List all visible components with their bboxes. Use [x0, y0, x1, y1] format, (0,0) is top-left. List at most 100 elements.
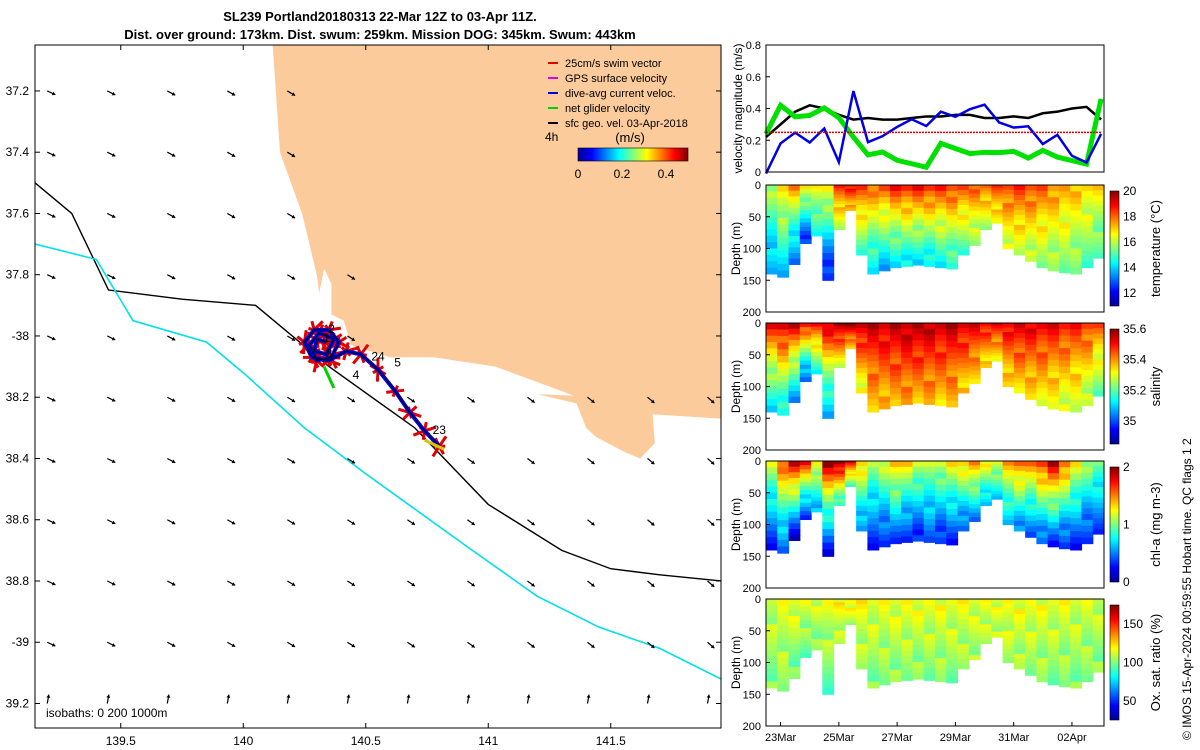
section-cell — [1036, 346, 1049, 354]
section-cell — [788, 512, 801, 519]
section-cell — [1025, 615, 1037, 622]
section-cell — [1047, 209, 1060, 217]
section-cell — [946, 538, 959, 546]
section-cell — [799, 193, 812, 199]
section-cell — [991, 490, 1004, 495]
section-cell — [844, 206, 857, 210]
geo-velocity-arrowhead — [111, 581, 116, 586]
section-cell — [889, 514, 902, 521]
geo-velocity-arrowhead — [531, 644, 535, 648]
section-cell — [1013, 599, 1026, 605]
section-cell — [935, 346, 947, 354]
section-cell — [1025, 393, 1037, 400]
section-cell — [923, 616, 936, 623]
section-cell — [901, 381, 914, 388]
section-cell — [1092, 645, 1105, 652]
section-cell — [811, 362, 823, 368]
section-cell — [811, 326, 823, 331]
section-cell — [867, 235, 880, 243]
section-cell — [1002, 216, 1015, 222]
net-glider-velocity — [322, 365, 336, 389]
geo-velocity-arrowhead — [51, 275, 56, 280]
section-cell — [833, 213, 846, 218]
section-cell — [1058, 517, 1071, 525]
section-cell — [788, 461, 801, 468]
section-cell — [1070, 399, 1083, 407]
section-cell — [935, 502, 947, 509]
section-cell — [1013, 347, 1026, 354]
section-cell — [833, 624, 846, 629]
section-cell — [946, 244, 959, 252]
section-cell — [844, 606, 857, 609]
section-cell — [1070, 537, 1083, 545]
section-cell — [799, 644, 812, 650]
section-cell — [1058, 492, 1071, 500]
section-cell — [1070, 624, 1083, 632]
section-cell — [833, 348, 846, 353]
section-cell — [991, 325, 1004, 330]
section-cell — [946, 466, 959, 474]
section-cell — [935, 249, 947, 257]
section-cell — [833, 499, 846, 503]
section-cell — [1047, 227, 1060, 235]
section-cell — [833, 194, 846, 199]
section-cell — [766, 480, 778, 487]
section-cell — [788, 621, 801, 628]
y-tick-label: 0 — [755, 456, 761, 468]
section-cell — [1013, 357, 1026, 364]
section-cell — [1002, 488, 1015, 494]
section-cell — [867, 191, 880, 199]
geo-velocity-arrowhead — [650, 583, 655, 587]
section-cell — [1058, 191, 1071, 199]
section-cell — [946, 484, 959, 492]
section-cell — [923, 185, 936, 192]
section-cell — [1047, 678, 1060, 686]
section-cell — [833, 467, 846, 472]
section-cell — [946, 364, 959, 372]
y-tick-label: 0.8 — [746, 40, 761, 52]
section-cell — [991, 493, 1004, 497]
section-cell — [833, 495, 846, 500]
section-cell — [1058, 253, 1071, 261]
section-cell — [1070, 373, 1083, 381]
section-cell — [968, 482, 981, 488]
section-cell — [980, 354, 992, 359]
section-cell — [991, 615, 1004, 619]
section-cell — [856, 387, 868, 394]
colorbar-tick-label: 35.4 — [1123, 353, 1147, 367]
section-cell — [1025, 482, 1037, 489]
section-cell — [1036, 622, 1049, 630]
section-cell — [957, 377, 970, 384]
section-cell — [856, 194, 868, 201]
section-cell — [980, 489, 992, 494]
day-label: 1 — [323, 331, 330, 345]
geo-velocity-arrowhead — [291, 521, 296, 525]
section-cell — [766, 675, 778, 683]
section-cell — [1047, 264, 1060, 272]
section-cell — [923, 662, 936, 670]
section-cell — [811, 602, 823, 607]
section-cell — [968, 331, 981, 337]
section-cell — [1070, 461, 1083, 468]
section-cell — [1025, 361, 1037, 368]
section-cell — [912, 374, 925, 381]
section-cell — [980, 357, 992, 362]
section-cell — [1025, 355, 1037, 362]
section-cell — [980, 348, 992, 353]
section-cell — [1025, 212, 1037, 219]
section-cell — [957, 490, 970, 497]
section-cell — [1002, 635, 1015, 641]
geo-velocity-arrowhead — [710, 460, 715, 465]
section-cell — [1047, 402, 1060, 410]
section-cell — [1058, 511, 1071, 518]
time-tick-label: 27Mar — [882, 732, 914, 744]
section-cell — [912, 202, 925, 209]
section-cell — [777, 664, 790, 672]
section-cell — [935, 628, 947, 635]
section-cell — [777, 546, 790, 554]
section-cell — [799, 603, 812, 608]
section-cell — [811, 599, 823, 604]
section-cell — [777, 250, 790, 258]
geo-velocity-arrowhead — [650, 399, 655, 403]
